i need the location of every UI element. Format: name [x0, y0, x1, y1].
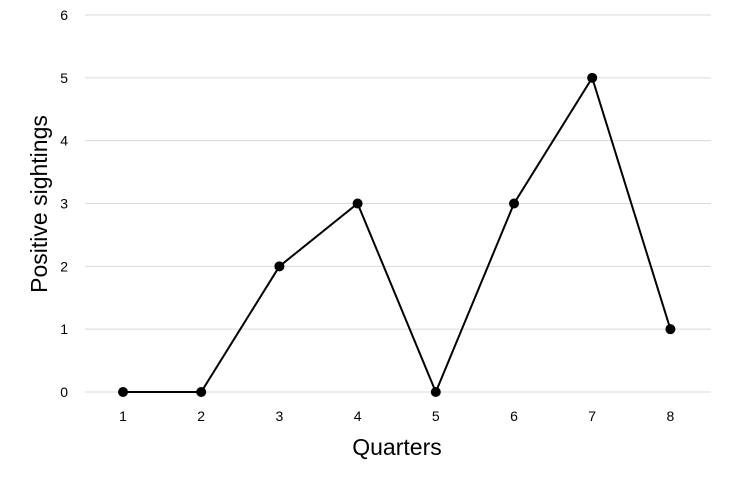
x-tick-label: 7: [588, 408, 596, 424]
gridlines: [85, 14, 711, 393]
x-tick-label: 1: [119, 408, 127, 424]
data-point-q8: [665, 324, 676, 335]
series-line: [123, 75, 672, 395]
y-axis-ticks: 0 1 2 3 4 5 6: [60, 7, 68, 400]
data-point-q6: [509, 198, 519, 209]
data-point-q1: [118, 387, 128, 397]
data-point-q3: [274, 261, 285, 272]
series-layer: [118, 72, 676, 397]
y-tick-label: 6: [60, 7, 68, 23]
x-axis-ticks: 1 2 3 4 5 6 7 8: [119, 408, 674, 424]
x-tick-label: 4: [354, 408, 362, 424]
data-point-q4: [352, 198, 363, 209]
y-tick-label: 5: [60, 70, 68, 86]
data-point-q7: [587, 72, 598, 83]
y-tick-label: 1: [60, 321, 68, 337]
data-point-q5: [430, 387, 441, 397]
y-tick-label: 4: [60, 133, 68, 149]
y-tick-label: 2: [60, 258, 68, 274]
x-tick-label: 3: [276, 408, 284, 424]
x-tick-label: 8: [667, 408, 675, 424]
x-axis-title: Quarters: [352, 434, 441, 460]
y-axis-title: Positive sightings: [26, 115, 52, 293]
data-point-q2: [196, 387, 207, 397]
x-tick-label: 2: [197, 408, 205, 424]
y-tick-label: 0: [60, 384, 68, 400]
x-tick-label: 6: [510, 408, 518, 424]
x-tick-label: 5: [432, 408, 440, 424]
y-tick-label: 3: [60, 196, 68, 212]
